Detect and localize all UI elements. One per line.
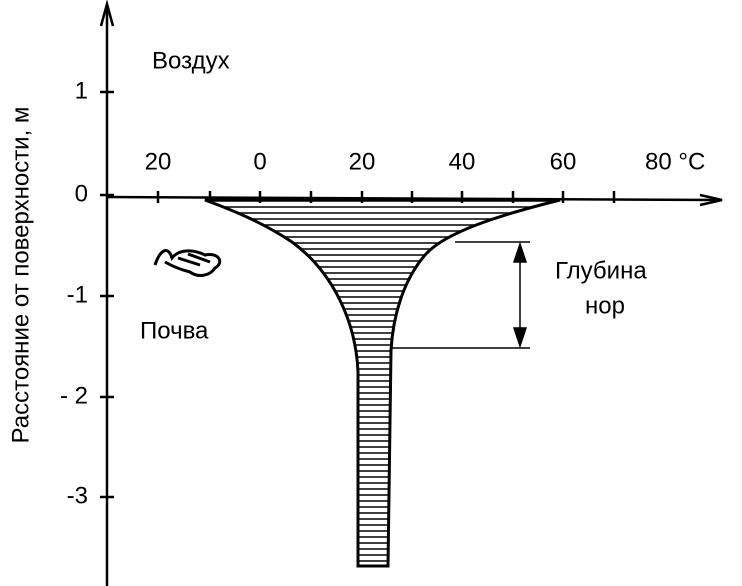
x-tick-label: 0 <box>253 148 266 175</box>
y-tick-label: -3 <box>67 482 88 509</box>
y-tick-label: 0 <box>75 180 88 207</box>
burrow-depth-marker <box>392 241 530 349</box>
temperature-range <box>204 198 561 568</box>
axes <box>99 0 723 586</box>
x-tick-label: 20 <box>145 148 172 175</box>
y-axis-title: Расстояние от поверхности, м <box>7 107 34 444</box>
x-tick-label: 20 <box>349 148 376 175</box>
x-tick-label: 60 <box>550 148 577 175</box>
soil-icon <box>153 249 222 277</box>
y-tick-label: - 2 <box>60 382 88 409</box>
burrow-depth-label: нор <box>585 292 625 319</box>
x-tick-label: 80 °C <box>645 148 705 175</box>
y-tick-label: -1 <box>67 281 88 308</box>
x-tick-label: 40 <box>449 148 476 175</box>
y-tick-label: 1 <box>75 77 88 104</box>
burrow-depth-label: Глубина <box>555 257 647 284</box>
air-label: Воздух <box>152 47 230 74</box>
soil-label: Почва <box>140 317 209 344</box>
